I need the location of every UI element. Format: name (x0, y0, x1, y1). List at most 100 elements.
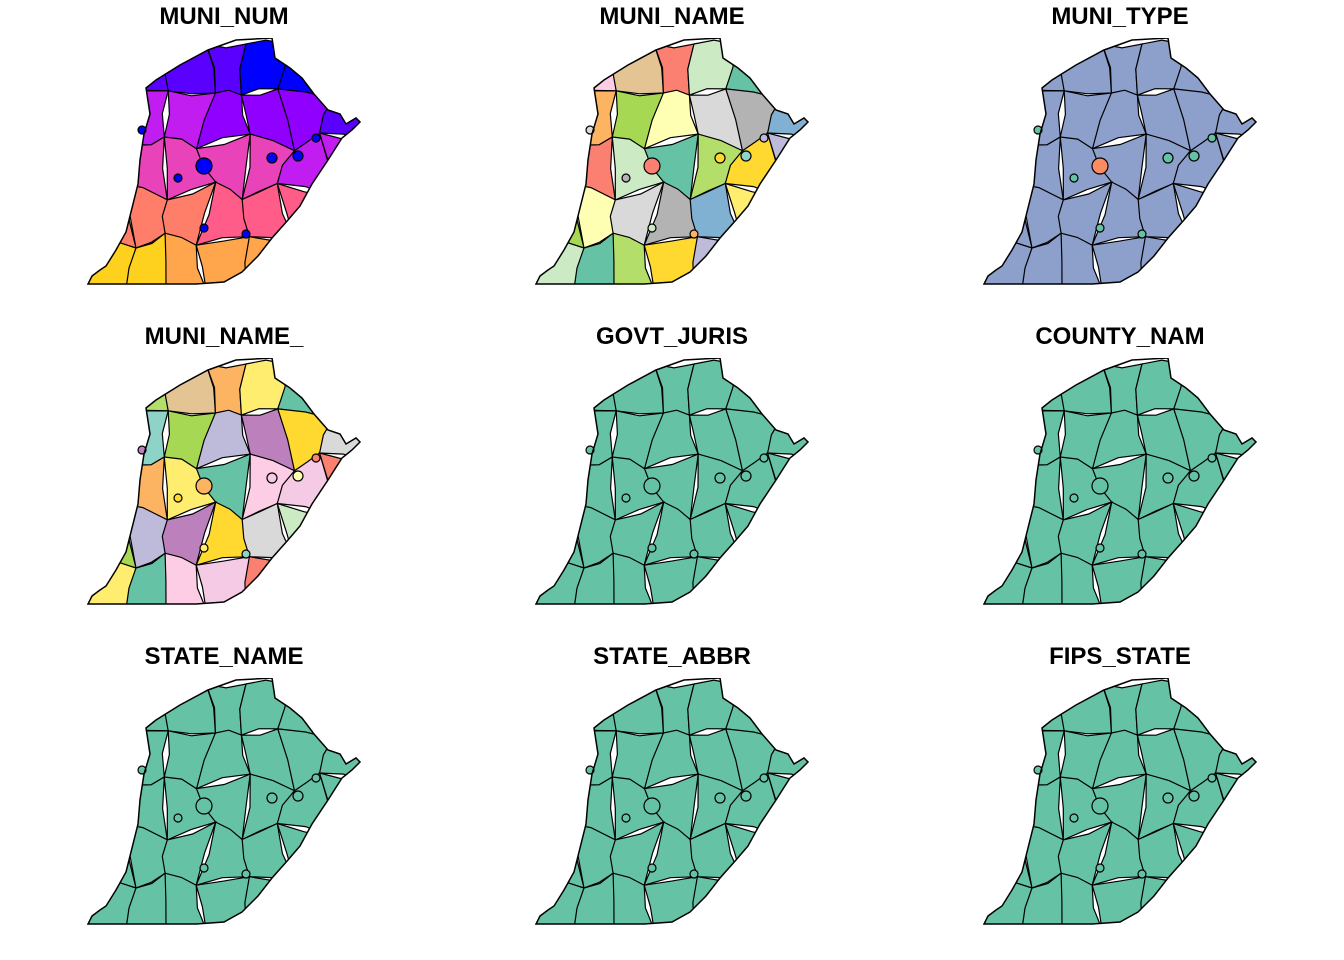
municipality-polygon (125, 872, 170, 924)
municipality-polygon (115, 410, 169, 466)
municipality-polygon (984, 92, 1033, 146)
municipality-polygon (1059, 40, 1113, 95)
municipality-polygon (536, 181, 585, 249)
borough-polygon (1069, 493, 1079, 503)
municipality-polygon (773, 41, 808, 101)
municipality-polygon (1021, 232, 1066, 284)
borough-polygon (311, 453, 321, 463)
municipality-polygon (115, 730, 169, 786)
municipality-map (982, 678, 1258, 925)
municipality-polygon (276, 822, 333, 886)
borough-polygon (643, 797, 661, 815)
panel-title: MUNI_NAME (599, 3, 745, 30)
municipality-polygon (984, 683, 1023, 738)
municipality-map (86, 678, 362, 925)
county-outline (982, 38, 1258, 285)
municipality-polygon (1060, 872, 1103, 924)
borough-polygon (1091, 157, 1109, 175)
municipality-polygon (536, 459, 585, 512)
municipality-polygon (611, 680, 665, 735)
borough-polygon (1188, 470, 1200, 482)
municipality-polygon (611, 40, 665, 95)
panel-title: GOVT_JURIS (595, 323, 749, 350)
municipality-polygons (88, 679, 360, 924)
municipality-polygon (984, 779, 1033, 832)
municipality-polygon (767, 830, 808, 882)
municipality-polygon (563, 363, 617, 419)
municipality-polygon (1060, 232, 1103, 284)
municipality-polygon (285, 557, 327, 604)
municipality-polygon (319, 510, 360, 562)
municipality-polygon (536, 363, 575, 418)
municipality-polygon (88, 501, 137, 569)
municipality-map (534, 358, 810, 605)
municipality-polygon (1215, 510, 1256, 562)
municipality-polygon (536, 501, 585, 569)
borough-polygon (1207, 133, 1217, 143)
municipality-polygon (536, 92, 585, 146)
municipality-polygon (984, 43, 1023, 98)
panel-muni-name-alt: MUNI_NAME_ (0, 320, 448, 640)
municipality-polygon (1214, 559, 1256, 604)
borough-polygon (740, 470, 752, 482)
municipality-polygon (1011, 43, 1065, 99)
municipality-polygon (319, 190, 360, 242)
municipality-polygon (536, 779, 585, 832)
borough-polygon (311, 133, 321, 143)
municipality-polygon (244, 556, 296, 604)
borough-polygon (199, 223, 209, 233)
municipality-polygon (319, 830, 360, 882)
municipality-polygon (164, 232, 207, 284)
municipality-polygon (1059, 680, 1113, 735)
borough-polygon (1091, 797, 1109, 815)
municipality-polygon (1140, 236, 1192, 284)
municipality-polygon (692, 236, 744, 284)
borough-polygon (292, 470, 304, 482)
municipality-polygon (767, 510, 808, 562)
municipality-polygon (573, 872, 618, 924)
borough-polygon (1162, 152, 1174, 164)
borough-polygon (199, 543, 209, 553)
borough-polygon (1137, 549, 1147, 559)
municipality-polygon (318, 559, 360, 604)
panel-title: MUNI_NAME_ (144, 323, 304, 350)
municipality-polygons (536, 679, 808, 924)
panel-county-nam: COUNTY_NAM (896, 320, 1344, 640)
municipality-polygon (984, 459, 1033, 512)
municipality-polygons (984, 359, 1256, 604)
municipality-polygon (325, 361, 360, 421)
municipality-polygon (1140, 556, 1192, 604)
municipality-polygon (88, 139, 137, 192)
borough-polygon (1162, 792, 1174, 804)
municipality-map (86, 358, 362, 605)
borough-polygon (1095, 223, 1105, 233)
borough-polygon (643, 157, 661, 175)
municipality-polygon (88, 779, 137, 832)
municipality-polygon (115, 363, 169, 419)
municipality-polygon (88, 92, 137, 146)
municipality-polygon (1221, 681, 1256, 741)
borough-polygon (647, 863, 657, 873)
borough-polygon (195, 477, 213, 495)
panel-title: COUNTY_NAM (1035, 323, 1205, 350)
municipality-polygon (1214, 772, 1256, 838)
borough-polygon (740, 150, 752, 162)
borough-polygon (173, 813, 183, 823)
municipality-polygon (773, 681, 808, 741)
borough-polygon (621, 173, 631, 183)
municipality-polygon (773, 361, 808, 421)
borough-polygon (647, 223, 657, 233)
municipality-polygon (563, 730, 617, 786)
municipality-polygon (1181, 557, 1223, 604)
borough-polygon (173, 173, 183, 183)
municipality-polygon (163, 40, 217, 95)
municipality-polygon (536, 412, 585, 466)
municipality-polygon (88, 363, 127, 418)
municipality-polygon (984, 181, 1033, 249)
municipality-polygon (163, 360, 217, 415)
borough-polygon (1095, 543, 1105, 553)
municipality-polygon (724, 182, 781, 246)
panel-muni-num: MUNI_NUM (0, 0, 448, 320)
borough-polygon (621, 493, 631, 503)
municipality-polygon (276, 502, 333, 566)
